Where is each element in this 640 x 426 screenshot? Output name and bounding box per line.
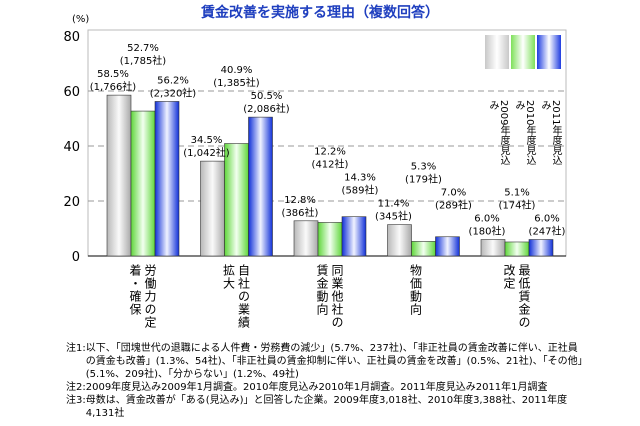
data-label: 5.1%(174社): [499, 188, 536, 212]
legend-label: 2011年度見込み: [539, 100, 561, 166]
data-label: 12.2%(412社): [312, 147, 349, 171]
data-label: 6.0%(180社): [469, 214, 506, 238]
category-label: 同業他社の賃金動向: [315, 264, 344, 329]
legend-label: 2010年度見込み: [513, 100, 535, 166]
legend-swatch: [511, 35, 535, 69]
y-tick-label: 80: [63, 30, 80, 45]
data-label-percent: 14.3%: [344, 173, 376, 184]
bar-1-3: [411, 241, 436, 257]
footnote-text: 以下、「団塊世代の退職による人件費・労務費の減少」(5.7%、237社)、「非正…: [85, 343, 583, 380]
legend-swatch: [485, 35, 509, 69]
bar-chart: 0 20 40 60 80 58.5%(1,766社) 34.5%(1,042社) 12.8%…: [63, 29, 567, 265]
data-label-count: (589社): [342, 184, 379, 197]
category-label: 最低賃金の改定: [502, 264, 531, 329]
data-label: 12.8%(386社): [282, 195, 319, 219]
y-tick-label: 40: [63, 140, 80, 155]
data-label-count: (2,320社): [150, 86, 197, 99]
data-label-percent: 6.0%: [474, 214, 499, 225]
footnote-text: 2009年度見込み2009年1月調査。2010年度見込み2010年1月調査。20…: [85, 382, 548, 393]
legend-label: 2009年度見込み: [487, 100, 509, 166]
footnote: 注3: 母数は、賃金改善が「ある(見込み)」と回答した企業。2009年度3,018…: [66, 394, 586, 420]
bar-2-2: [341, 216, 367, 257]
data-label-percent: 12.2%: [314, 147, 346, 158]
bar-0-1: [200, 160, 225, 257]
bar-0-0: [106, 94, 132, 257]
data-label: 7.0%(289社): [435, 188, 472, 212]
data-label-percent: 56.2%: [157, 75, 189, 86]
data-label-percent: 50.5%: [251, 91, 283, 102]
bar-1-2: [317, 222, 343, 257]
footnote-text: 母数は、賃金改善が「ある(見込み)」と回答した企業。2009年度3,018社、2…: [85, 395, 568, 419]
bar-1-4: [504, 241, 530, 257]
y-tick-label: 0: [72, 250, 80, 265]
data-label: 6.0%(247社): [529, 214, 566, 238]
data-label: 14.3%(589社): [342, 173, 379, 197]
bar-2-4: [528, 239, 554, 257]
data-label: 5.3%(179社): [405, 162, 442, 186]
data-label-percent: 12.8%: [284, 195, 316, 206]
bar-2-3: [435, 236, 460, 257]
data-label-percent: 40.9%: [221, 65, 253, 76]
data-label-count: (180社): [469, 225, 506, 238]
data-label-count: (386社): [282, 206, 319, 219]
bar-0-3: [387, 224, 412, 257]
footnote-label: 注1:: [66, 343, 86, 354]
data-label-percent: 7.0%: [441, 188, 466, 199]
data-label-count: (1,385社): [213, 76, 260, 89]
bar-1-1: [224, 143, 249, 257]
category-label: 自社の業績拡大: [221, 264, 251, 329]
category-label: 労働力の定着・確保: [128, 264, 157, 329]
data-label-percent: 58.5%: [97, 69, 129, 80]
data-label: 52.7%(1,785社): [120, 43, 167, 67]
data-label-count: (174社): [499, 199, 536, 212]
bar-0-2: [293, 220, 319, 257]
footnotes: 注1: 以下、「団塊世代の退職による人件費・労務費の減少」(5.7%、237社)、…: [66, 342, 586, 420]
footnote-label: 注2:: [66, 382, 86, 393]
footnote: 注1: 以下、「団塊世代の退職による人件費・労務費の減少」(5.7%、237社)、…: [66, 342, 586, 381]
data-label-count: (412社): [312, 158, 349, 171]
data-label-count: (247社): [529, 225, 566, 238]
data-label: 34.5%(1,042社): [183, 135, 230, 159]
chart-title: 賃金改善を実施する理由（複数回答）: [201, 5, 439, 21]
data-label-percent: 5.3%: [411, 162, 436, 173]
data-label: 40.9%(1,385社): [213, 65, 260, 89]
data-label-percent: 11.4%: [378, 199, 410, 210]
data-label-count: (289社): [435, 199, 472, 212]
data-label-percent: 6.0%: [534, 214, 559, 225]
bar-1-0: [130, 110, 156, 257]
bar-2-1: [248, 116, 273, 257]
y-tick-label: 60: [63, 85, 80, 100]
y-axis-unit: (%): [72, 14, 90, 25]
data-label-percent: 5.1%: [504, 188, 529, 199]
footnote-label: 注3:: [66, 395, 86, 406]
data-label-count: (1,042社): [183, 146, 230, 159]
data-label-count: (1,785社): [120, 54, 167, 67]
data-label: 58.5%(1,766社): [90, 69, 137, 93]
footnote: 注2: 2009年度見込み2009年1月調査。2010年度見込み2010年1月調査…: [66, 381, 586, 394]
data-label-count: (345社): [375, 210, 412, 223]
data-label-percent: 52.7%: [127, 43, 159, 54]
category-label: 物価動向: [408, 264, 423, 316]
data-label-count: (2,086社): [243, 102, 290, 115]
data-label: 11.4%(345社): [375, 199, 412, 223]
legend-swatch: [537, 35, 561, 69]
data-label-percent: 34.5%: [191, 135, 223, 146]
bar-2-0: [154, 101, 180, 257]
y-tick-label: 20: [63, 195, 80, 210]
data-label-count: (179社): [405, 173, 442, 186]
bar-0-4: [480, 239, 506, 257]
data-label: 50.5%(2,086社): [243, 91, 290, 115]
data-label: 56.2%(2,320社): [150, 75, 197, 99]
data-label-count: (1,766社): [90, 80, 137, 93]
